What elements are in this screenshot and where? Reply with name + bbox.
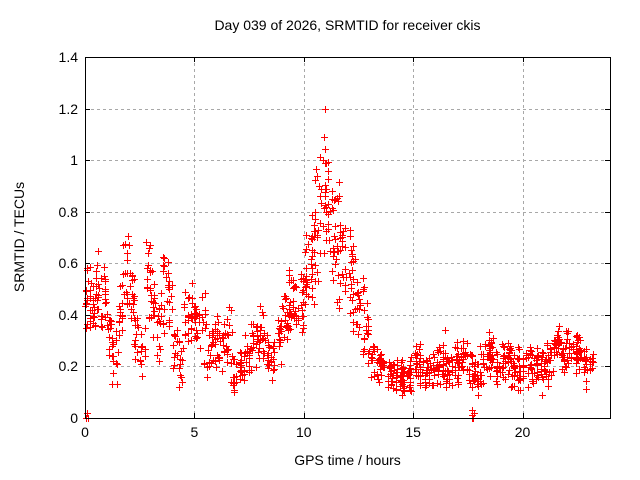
x-axis-title: GPS time / hours [294,452,401,468]
y-tick-label: 0.6 [58,255,78,272]
x-tick-label: 0 [81,424,89,440]
x-tick-label: 20 [514,424,531,440]
y-tick-label: 1.4 [58,49,78,65]
axes-and-ticks [85,57,611,419]
x-tick-label: 5 [190,424,199,440]
y-tick-label: 0.4 [58,306,78,323]
data-points-srmtid [82,106,597,422]
x-tick-label: 10 [295,424,312,440]
x-tick-label: 15 [405,424,421,440]
y-tick-label: 0 [70,410,78,426]
y-tick-label: 1 [70,152,78,169]
y-tick-label: 1.2 [58,100,78,117]
y-tick-label: 0.8 [58,203,78,220]
chart-title: Day 039 of 2026, SRMTID for receiver cki… [214,17,481,33]
y-tick-label: 0.2 [58,358,78,375]
